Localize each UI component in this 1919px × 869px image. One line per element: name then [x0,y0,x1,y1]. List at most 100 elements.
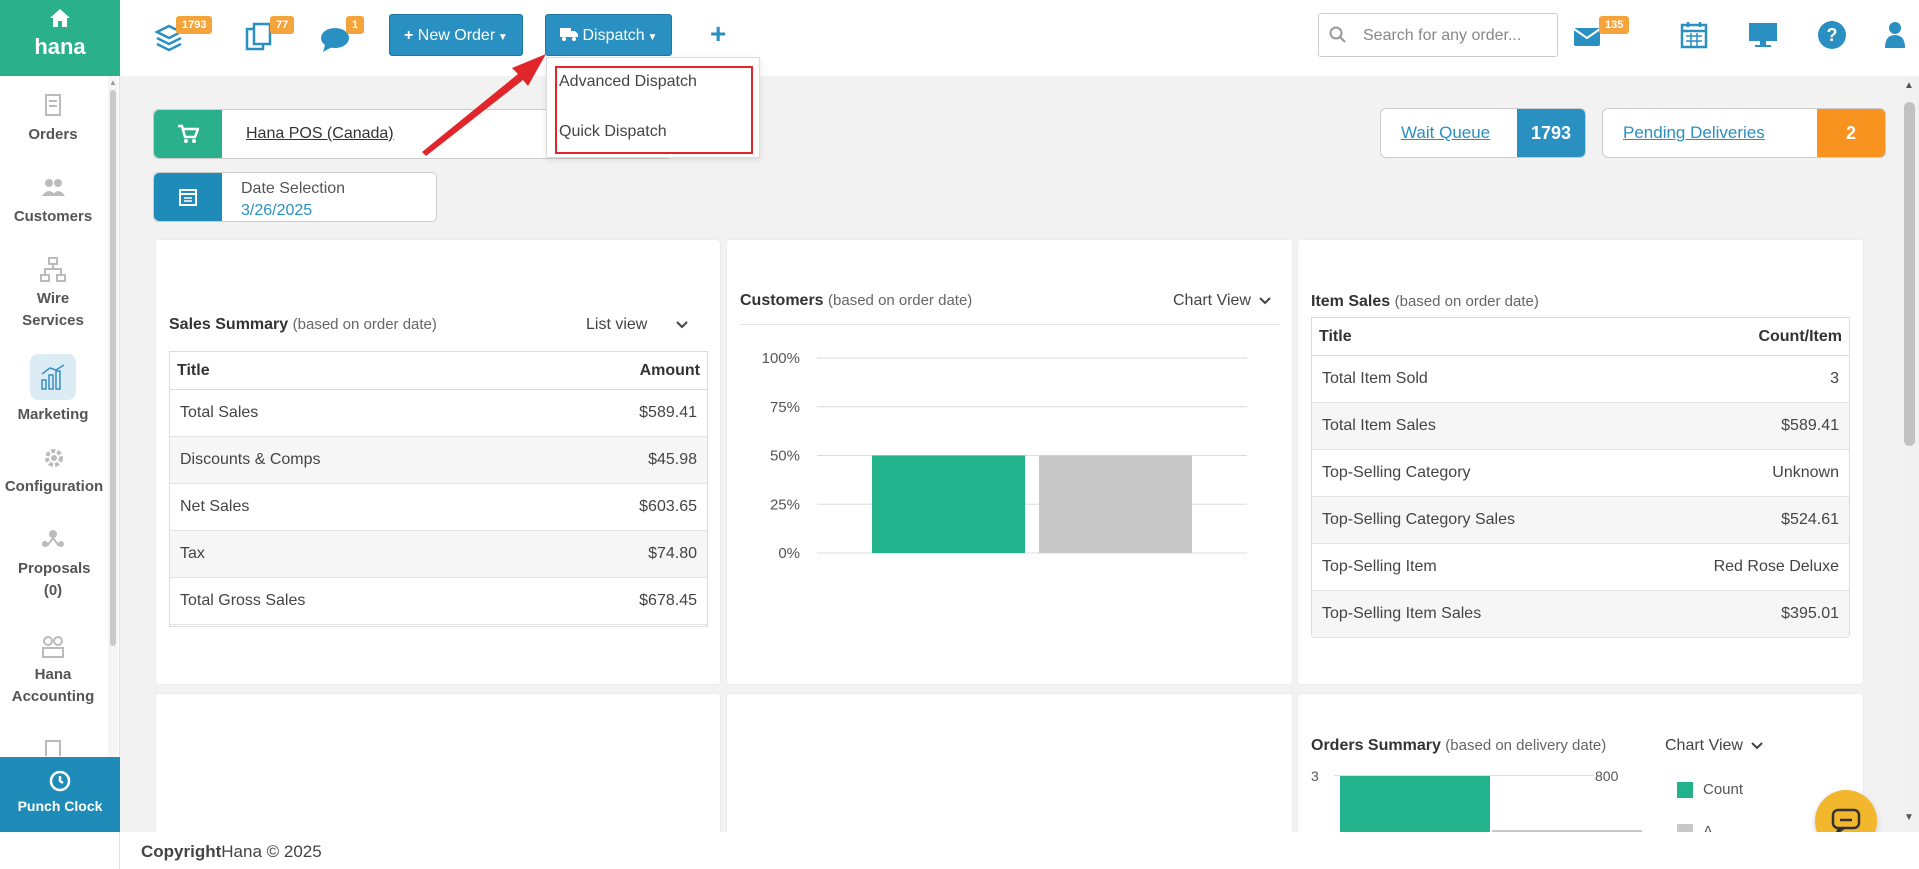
user-icon[interactable] [1884,20,1918,54]
table-row: Top-Selling Category Sales $524.61 [1312,496,1849,544]
sidebar: hana Orders Customers Wire Services Mark… [0,0,120,869]
date-selection-label: Date Selection [241,180,346,197]
table-row: Total Gross Sales $678.45 [170,577,707,625]
menu-item-quick-dispatch[interactable]: Quick Dispatch [559,123,667,140]
date-selection-value[interactable]: 3/26/2025 [241,202,313,219]
messages-badge: 1 [346,16,365,34]
table-row: Discounts & Comps $45.98 [170,436,707,484]
chevron-down-icon [1751,742,1764,750]
search-placeholder: Search for any order... [1363,27,1522,44]
sidebar-item-label: Proposals (0) [18,560,91,599]
scrollbar-thumb[interactable] [110,90,116,646]
wait-queue-count: 1793 [1517,109,1585,157]
sidebar-item-orders[interactable]: Orders [0,92,106,146]
y-tick-label: 75% [770,399,800,416]
y-tick-label: 50% [770,448,800,465]
highlight-box [555,66,753,154]
sales-summary-view-select[interactable]: List view [586,316,688,334]
table-row: Total Item Sales $589.41 [1312,402,1849,450]
dispatch-button[interactable]: Dispatch ▼ [545,14,673,56]
orders-summary-view-select[interactable]: Chart View [1665,737,1764,755]
sidebar-item-label: Marketing [17,406,89,423]
scroll-up-icon[interactable]: ▲ [1904,80,1914,91]
empty-card-1 [155,693,721,832]
punch-clock-button[interactable]: Punch Clock [0,757,120,832]
pending-deliveries-link[interactable]: Pending Deliveries [1623,123,1765,142]
scroll-down-icon[interactable]: ▼ [1904,812,1914,823]
punch-clock-label: Punch Clock [17,798,103,814]
gridline [1334,775,1594,776]
mail-icon[interactable] [1572,18,1606,52]
orders-summary-left-tick: 3 [1311,768,1319,784]
plus-icon: + [404,27,418,44]
page-scrollbar[interactable]: ▲ ▼ [1900,76,1919,832]
legend-swatch-amount [1677,824,1693,832]
customers-title: Customers (based on order date) [740,292,973,309]
y-tick-label: 25% [770,496,800,513]
table-row: Total Sales $589.41 [170,389,707,437]
caret-down-icon: ▼ [495,32,508,43]
sales-summary-card: Sales Summary (based on order date) List… [155,239,721,685]
table-row: Net Sales $603.65 [170,483,707,531]
sidebar-item-hana-accounting[interactable]: Hana Accounting [0,632,106,708]
orders-count-bar [1340,776,1490,832]
scrollbar-thumb[interactable] [1904,102,1915,446]
orders-summary-card: Orders Summary (based on delivery date) … [1297,693,1864,832]
orders-summary-title: Orders Summary (based on delivery date) [1311,737,1607,754]
column-header: Title [170,351,532,390]
gear-icon [45,449,63,467]
orders-copy-icon[interactable] [244,20,278,54]
footer-brand: Copyright [141,842,222,861]
chart-bar [1039,455,1192,553]
monitor-icon[interactable] [1747,20,1781,54]
home-logo[interactable]: hana [0,0,120,76]
sidebar-item-marketing[interactable]: Marketing [0,354,106,426]
help-icon[interactable]: ? [1817,20,1851,54]
customers-card: Customers (based on order date) Chart Vi… [726,239,1293,685]
scroll-up-icon[interactable]: ▲ [109,78,117,87]
wait-queue-link[interactable]: Wait Queue [1401,123,1491,142]
pending-deliveries-box[interactable]: Pending Deliveries 2 [1602,108,1886,158]
chat-bubble-icon[interactable] [319,20,353,54]
legend-label-count: Count [1703,781,1744,798]
truck-icon [560,28,578,41]
item-sales-title: Item Sales (based on order date) [1311,293,1539,310]
legend-swatch-count [1677,782,1693,798]
new-order-button[interactable]: + New Order ▼ [389,14,523,56]
clock-icon [0,769,120,798]
svg-text:?: ? [1827,25,1838,45]
table-row: Total Item Sold 3 [1312,355,1849,403]
column-header: Count/Item [1631,317,1849,356]
store-name[interactable]: Hana POS (Canada) [246,125,394,142]
brand-name: hana [34,34,86,59]
sidebar-item-configuration[interactable]: Configuration [0,444,114,498]
add-icon[interactable]: + [710,18,727,49]
orders-summary-right-tick: 800 [1595,768,1619,784]
wait-queue-box[interactable]: Wait Queue 1793 [1380,108,1586,158]
sidebar-scrollbar[interactable]: ▲ [108,76,118,756]
footer-text: Hana © 2025 [221,842,322,861]
customers-view-select[interactable]: Chart View [1173,292,1272,310]
sidebar-item-wire-services[interactable]: Wire Services [0,256,106,332]
sidebar-item-customers[interactable]: Customers [0,174,106,228]
footer: CopyrightHana © 2025 [120,832,1919,869]
chevron-down-icon [676,321,688,329]
sales-summary-title: Sales Summary (based on order date) [169,316,437,333]
sidebar-item-label: Customers [13,208,93,225]
date-selection[interactable]: Date Selection 3/26/2025 [153,172,437,222]
main-content: Hana POS (Canada) Date Selection 3/26/20… [120,76,1899,832]
orders-amount-bar [1492,830,1642,832]
chevron-down-icon [1259,297,1272,305]
calendar-icon[interactable] [1680,20,1714,54]
sidebar-item-more[interactable] [0,738,106,756]
menu-item-advanced-dispatch[interactable]: Advanced Dispatch [559,73,697,90]
cart-icon [154,110,222,158]
y-tick-label: 0% [778,545,800,560]
calendar-icon [154,173,222,221]
table-row: Top-Selling Item Red Rose Deluxe [1312,543,1849,591]
sidebar-item-label: Configuration [4,478,104,495]
sidebar-item-proposals[interactable]: Proposals (0) [0,526,106,602]
mail-badge: 135 [1599,16,1630,34]
search-input[interactable]: Search for any order... [1318,13,1558,57]
column-header: Title [1312,317,1632,356]
